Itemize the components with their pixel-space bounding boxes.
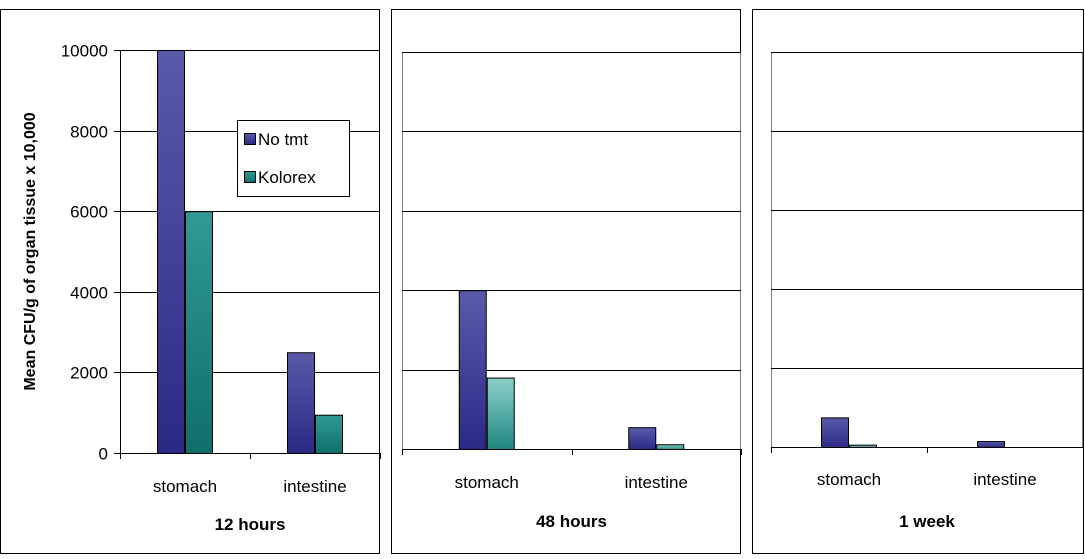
- panel-title: 12 hours: [215, 515, 286, 534]
- bar-kolorex-stomach: [486, 377, 515, 451]
- panel-title: 48 hours: [536, 512, 607, 531]
- y-tick-label: 10000: [61, 42, 108, 61]
- panel-title: 1 week: [899, 512, 955, 531]
- chart-panel-3: stomach intestine 1 week: [752, 9, 1084, 554]
- x-tick-label: intestine: [973, 470, 1036, 489]
- bar-no-tmt-intestine: [977, 441, 1005, 449]
- x-tick-label: stomach: [153, 477, 217, 496]
- bar-no-tmt-intestine: [287, 352, 315, 454]
- panel-frame: [391, 9, 741, 554]
- bar-kolorex-intestine: [656, 444, 685, 450]
- chart-panel-1: 0 2000 4000 6000 8000 10000 Mean CFU/g of orga…: [0, 9, 381, 554]
- legend-label: No tmt: [258, 130, 308, 149]
- y-axis-label: Mean CFU/g of organ tissue x 10,000: [22, 112, 39, 390]
- x-tick-label: stomach: [455, 473, 519, 492]
- y-tick-label: 2000: [70, 364, 108, 383]
- chart-panel-2: stomach intestine 48 hours: [391, 9, 742, 554]
- x-tick-label: intestine: [283, 477, 346, 496]
- plot-area-border: [771, 52, 1083, 448]
- x-tick-label: intestine: [625, 473, 688, 492]
- bar-no-tmt-stomach: [157, 50, 185, 454]
- y-tick-label: 6000: [70, 203, 108, 222]
- bar-no-tmt-stomach: [821, 417, 849, 448]
- legend-box: [237, 120, 350, 197]
- x-tick-label: stomach: [817, 470, 881, 489]
- bar-no-tmt-stomach: [458, 290, 487, 451]
- legend-swatch: [244, 171, 256, 183]
- legend-swatch: [244, 133, 256, 145]
- y-tick-label: 8000: [70, 123, 108, 142]
- y-tick-label: 4000: [70, 284, 108, 303]
- bar-kolorex-stomach: [849, 444, 877, 449]
- legend: No tmt Kolorex: [237, 120, 350, 197]
- bar-no-tmt-intestine: [628, 427, 657, 451]
- bar-kolorex-intestine: [315, 414, 343, 454]
- plot-area-border: [402, 52, 741, 450]
- y-tick-label: 0: [99, 445, 108, 464]
- legend-label: Kolorex: [258, 168, 316, 187]
- bar-kolorex-stomach: [185, 211, 213, 454]
